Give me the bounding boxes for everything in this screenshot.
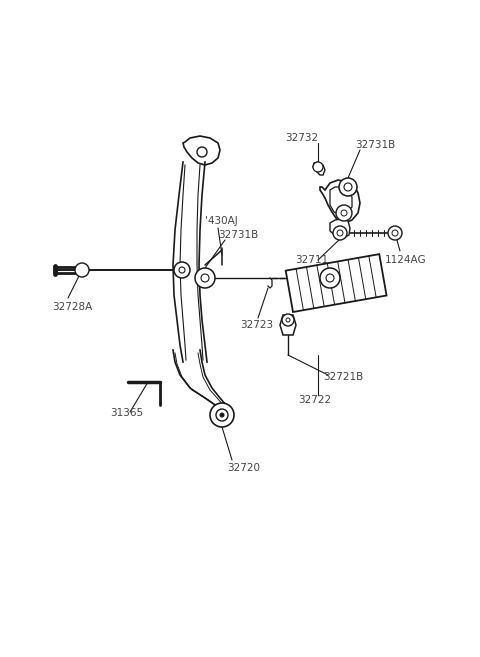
Circle shape [220,413,224,417]
Circle shape [197,147,207,157]
Polygon shape [183,136,220,165]
Circle shape [326,274,334,282]
Text: 32728A: 32728A [52,302,92,312]
Circle shape [313,162,323,172]
Text: 32722: 32722 [298,395,331,405]
Text: 32720: 32720 [227,463,260,473]
Text: 32711: 32711 [295,255,328,265]
Polygon shape [330,187,352,215]
Circle shape [339,178,357,196]
Circle shape [75,263,89,277]
Text: '430AJ: '430AJ [205,216,238,226]
Polygon shape [280,315,296,335]
Text: 31365: 31365 [110,408,143,418]
Circle shape [210,403,234,427]
Circle shape [392,230,398,236]
Circle shape [179,267,185,273]
Circle shape [388,226,402,240]
Polygon shape [330,219,350,238]
Circle shape [216,409,228,421]
Circle shape [333,226,347,240]
Circle shape [344,183,352,191]
Polygon shape [320,180,360,223]
Circle shape [286,318,290,322]
Circle shape [174,262,190,278]
Text: 32723: 32723 [240,320,273,330]
Text: 1124AG: 1124AG [385,255,427,265]
Text: 32731B: 32731B [355,140,395,150]
Circle shape [320,268,340,288]
Circle shape [337,230,343,236]
Text: 32732: 32732 [285,133,318,143]
Polygon shape [286,254,386,312]
Circle shape [195,268,215,288]
Text: 32731B: 32731B [218,230,258,240]
Circle shape [201,274,209,282]
Text: 32721B: 32721B [323,372,363,382]
Polygon shape [313,162,325,175]
Circle shape [282,314,294,326]
Circle shape [336,205,352,221]
Circle shape [341,210,347,216]
